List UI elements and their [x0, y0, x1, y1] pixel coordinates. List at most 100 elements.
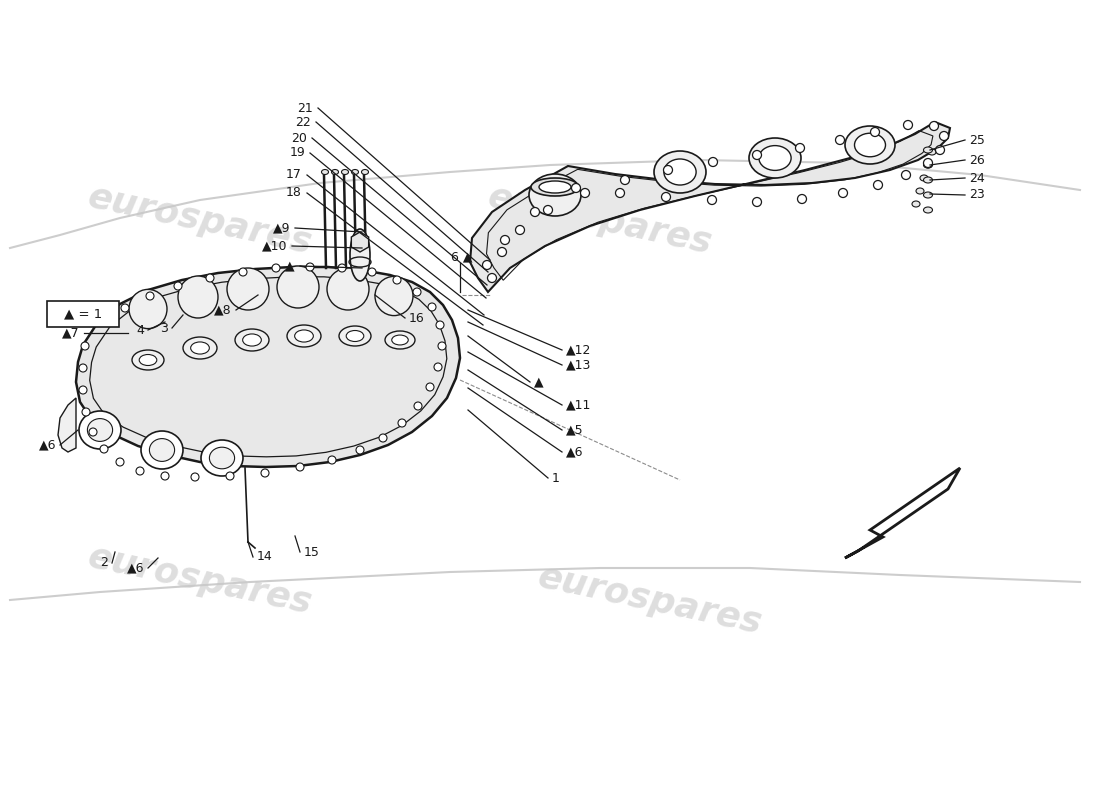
Text: ▲11: ▲11	[566, 398, 592, 411]
Text: ▲8: ▲8	[214, 303, 232, 317]
Ellipse shape	[855, 134, 886, 157]
Text: 16: 16	[409, 311, 425, 325]
Ellipse shape	[277, 266, 319, 308]
Text: 26: 26	[969, 154, 984, 166]
Circle shape	[338, 264, 346, 272]
Text: 14: 14	[257, 550, 273, 563]
Circle shape	[836, 135, 845, 145]
Circle shape	[206, 274, 214, 282]
Ellipse shape	[375, 276, 412, 315]
Circle shape	[903, 121, 913, 130]
Circle shape	[436, 321, 444, 329]
Circle shape	[356, 446, 364, 454]
Circle shape	[873, 181, 882, 190]
Ellipse shape	[924, 207, 933, 213]
Circle shape	[161, 472, 169, 480]
Ellipse shape	[352, 170, 359, 174]
Ellipse shape	[928, 149, 936, 155]
Text: 17: 17	[286, 169, 302, 182]
Text: 2: 2	[100, 557, 108, 570]
Text: ▲: ▲	[534, 375, 543, 389]
Circle shape	[82, 408, 90, 416]
Circle shape	[930, 122, 938, 130]
Ellipse shape	[209, 447, 234, 469]
Text: ▲13: ▲13	[566, 358, 592, 371]
Text: ▲6: ▲6	[566, 446, 583, 458]
Circle shape	[414, 402, 422, 410]
Text: 15: 15	[304, 546, 320, 558]
Circle shape	[795, 143, 804, 153]
Circle shape	[516, 226, 525, 234]
Ellipse shape	[183, 337, 217, 359]
Circle shape	[121, 304, 129, 312]
Ellipse shape	[759, 146, 791, 170]
Ellipse shape	[295, 330, 313, 342]
Circle shape	[543, 206, 552, 214]
Circle shape	[870, 127, 880, 137]
Ellipse shape	[924, 162, 933, 168]
Ellipse shape	[150, 438, 175, 462]
Circle shape	[530, 207, 539, 217]
Circle shape	[935, 146, 945, 154]
Ellipse shape	[129, 290, 167, 329]
Text: ▲6: ▲6	[126, 562, 144, 574]
Ellipse shape	[287, 325, 321, 347]
Circle shape	[393, 276, 402, 284]
Circle shape	[581, 189, 590, 198]
Circle shape	[398, 419, 406, 427]
Polygon shape	[76, 267, 460, 467]
Text: 25: 25	[969, 134, 984, 146]
Circle shape	[497, 247, 506, 257]
Circle shape	[483, 261, 492, 270]
Circle shape	[902, 170, 911, 179]
Ellipse shape	[924, 192, 933, 198]
Text: 24: 24	[969, 171, 984, 185]
Circle shape	[191, 473, 199, 481]
Circle shape	[368, 268, 376, 276]
Circle shape	[616, 189, 625, 198]
Ellipse shape	[327, 268, 368, 310]
Circle shape	[438, 342, 446, 350]
Ellipse shape	[140, 354, 157, 366]
Circle shape	[226, 472, 234, 480]
Circle shape	[306, 263, 313, 271]
Ellipse shape	[132, 350, 164, 370]
Circle shape	[412, 288, 421, 296]
Ellipse shape	[920, 175, 928, 181]
Circle shape	[101, 318, 109, 326]
Ellipse shape	[321, 170, 329, 174]
Circle shape	[428, 303, 436, 311]
Text: 20: 20	[292, 131, 307, 145]
Ellipse shape	[924, 177, 933, 183]
Ellipse shape	[350, 229, 370, 281]
Ellipse shape	[339, 326, 371, 346]
Ellipse shape	[331, 170, 339, 174]
Circle shape	[798, 194, 806, 203]
Text: eurospares: eurospares	[85, 180, 316, 260]
Circle shape	[707, 195, 716, 205]
Polygon shape	[58, 398, 76, 452]
Text: 3: 3	[161, 322, 168, 334]
Ellipse shape	[235, 329, 270, 351]
Text: 6 ▲: 6 ▲	[451, 250, 473, 263]
Text: ▲6: ▲6	[39, 438, 56, 451]
Text: 23: 23	[969, 189, 984, 202]
Text: eurospares: eurospares	[535, 560, 766, 640]
Text: 4: 4	[136, 323, 144, 337]
Circle shape	[146, 292, 154, 300]
Circle shape	[261, 469, 270, 477]
Circle shape	[708, 158, 717, 166]
Ellipse shape	[87, 418, 112, 442]
Ellipse shape	[924, 147, 933, 153]
Ellipse shape	[845, 126, 895, 164]
Ellipse shape	[654, 151, 706, 193]
Circle shape	[487, 274, 496, 282]
Text: 18: 18	[286, 186, 302, 199]
Ellipse shape	[178, 276, 218, 318]
Text: ▲9: ▲9	[273, 222, 290, 234]
Ellipse shape	[749, 138, 801, 178]
Circle shape	[426, 383, 434, 391]
Circle shape	[272, 264, 280, 272]
Ellipse shape	[141, 431, 183, 469]
Text: ▲7: ▲7	[63, 326, 80, 339]
